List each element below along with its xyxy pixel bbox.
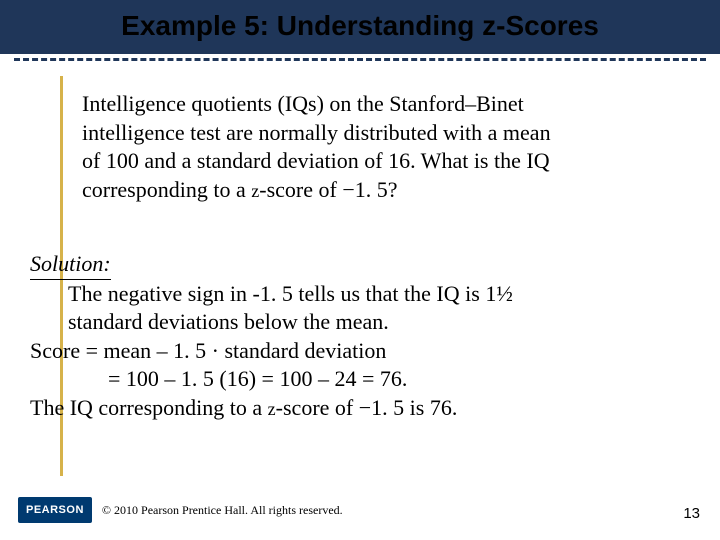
footer: PEARSON © 2010 Pearson Prentice Hall. Al… <box>18 490 702 530</box>
pearson-logo: PEARSON <box>18 497 92 523</box>
problem-line: Intelligence quotients (IQs) on the Stan… <box>82 90 680 119</box>
solution-text: Solution: The negative sign in -1. 5 tel… <box>30 250 690 423</box>
solution-line: The IQ corresponding to a z-score of −1.… <box>30 394 690 423</box>
solution-line: standard deviations below the mean. <box>68 308 690 337</box>
solution-label: Solution: <box>30 250 111 280</box>
problem-line: intelligence test are normally distribut… <box>82 119 680 148</box>
problem-line: corresponding to a z-score of −1. 5? <box>82 176 680 205</box>
slide-title: Example 5: Understanding z-Scores <box>0 10 720 42</box>
solution-line: Score = mean – 1. 5 · standard deviation <box>30 337 690 366</box>
copyright-text: © 2010 Pearson Prentice Hall. All rights… <box>102 503 343 518</box>
dashed-divider <box>14 58 706 61</box>
z-variable: z <box>268 399 276 419</box>
problem-line: of 100 and a standard deviation of 16. W… <box>82 147 680 176</box>
solution-line: = 100 – 1. 5 (16) = 100 – 24 = 76. <box>108 365 690 394</box>
solution-line: The negative sign in -1. 5 tells us that… <box>68 280 690 309</box>
problem-text: Intelligence quotients (IQs) on the Stan… <box>82 90 680 204</box>
page-number: 13 <box>683 505 700 522</box>
